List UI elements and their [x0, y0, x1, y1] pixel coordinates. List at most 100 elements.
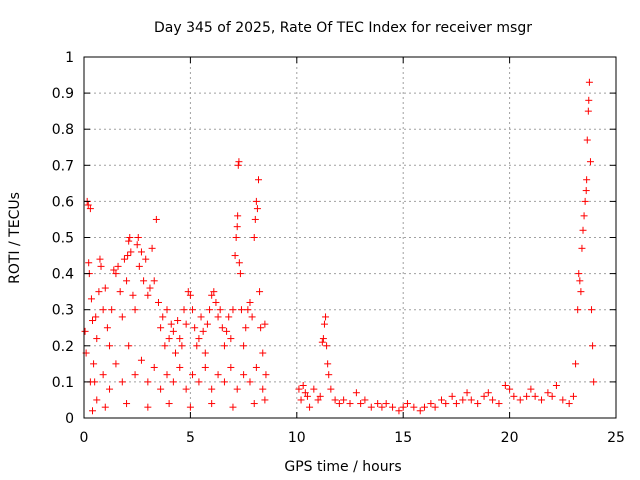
data-point: [523, 392, 531, 400]
data-point: [178, 342, 186, 350]
data-point: [261, 320, 269, 328]
data-point: [174, 317, 182, 325]
data-point: [314, 396, 322, 404]
data-point: [253, 205, 261, 213]
data-point: [133, 241, 141, 249]
y-axis-label: ROTI / TECUs: [7, 192, 23, 284]
data-point: [251, 215, 259, 223]
data-point: [297, 396, 305, 404]
data-point: [92, 313, 100, 321]
data-point: [123, 400, 131, 408]
data-point: [86, 205, 94, 213]
data-point: [357, 400, 365, 408]
data-point: [118, 378, 126, 386]
data-point: [90, 360, 98, 368]
data-point: [84, 201, 92, 209]
x-tick-label: 15: [394, 430, 412, 446]
data-point: [531, 392, 539, 400]
data-point: [544, 389, 552, 397]
data-point: [125, 237, 133, 245]
data-point: [93, 396, 101, 404]
data-point: [195, 335, 203, 343]
data-point: [438, 396, 446, 404]
data-point: [227, 335, 235, 343]
data-point: [233, 223, 241, 231]
data-point: [81, 327, 89, 335]
data-point: [127, 248, 135, 256]
data-point: [501, 382, 509, 390]
data-point: [325, 371, 333, 379]
data-point: [137, 248, 145, 256]
data-point: [112, 270, 120, 278]
data-point: [182, 385, 190, 393]
data-point: [576, 277, 584, 285]
data-point: [431, 403, 439, 411]
data-point: [257, 324, 265, 332]
data-point: [246, 378, 254, 386]
y-tick-label: 0.5: [52, 231, 74, 247]
data-point: [167, 320, 175, 328]
data-point: [182, 320, 190, 328]
data-point: [201, 349, 209, 357]
data-point: [246, 298, 254, 306]
data-point: [189, 371, 197, 379]
data-point: [552, 382, 560, 390]
data-point: [234, 212, 242, 220]
y-tick-label: 0.1: [52, 375, 74, 391]
data-point: [208, 385, 216, 393]
data-point: [157, 324, 165, 332]
data-point: [395, 407, 403, 415]
y-tick-label: 0.2: [52, 339, 74, 355]
data-point: [89, 317, 97, 325]
data-point: [201, 363, 209, 371]
data-point: [214, 313, 222, 321]
data-point: [229, 306, 237, 314]
data-point: [176, 363, 184, 371]
data-point: [184, 288, 192, 296]
data-point: [148, 244, 156, 252]
y-tick-label: 0.4: [52, 267, 74, 283]
data-point: [120, 255, 128, 263]
data-point: [97, 262, 105, 270]
data-point: [579, 226, 587, 234]
data-point: [169, 327, 177, 335]
data-point: [108, 306, 116, 314]
data-point: [244, 306, 252, 314]
data-point: [467, 396, 475, 404]
data-point: [208, 400, 216, 408]
chart-title: Day 345 of 2025, Rate Of TEC Index for r…: [154, 20, 532, 36]
data-point: [223, 327, 231, 335]
data-point: [254, 176, 262, 184]
data-point: [572, 360, 580, 368]
data-point: [163, 371, 171, 379]
data-point: [116, 288, 124, 296]
data-point: [154, 298, 162, 306]
data-point: [261, 396, 269, 404]
data-point: [165, 335, 173, 343]
data-point: [144, 291, 152, 299]
data-point: [448, 392, 456, 400]
data-point: [125, 342, 133, 350]
data-point: [101, 284, 109, 292]
x-tick-label: 5: [186, 430, 195, 446]
data-point: [134, 234, 142, 241]
y-tick-label: 0.3: [52, 303, 74, 319]
data-point: [378, 403, 386, 411]
data-point: [123, 277, 131, 285]
data-point: [301, 389, 309, 397]
data-point: [259, 349, 267, 357]
data-point: [340, 396, 348, 404]
axis-ticks: [83, 56, 617, 419]
data-point: [135, 262, 143, 270]
data-point: [186, 403, 194, 411]
data-point: [95, 288, 103, 296]
data-point: [581, 197, 589, 205]
data-point: [323, 342, 331, 350]
data-point: [403, 400, 411, 408]
data-point: [229, 403, 237, 411]
data-point: [322, 313, 330, 321]
data-point: [320, 320, 328, 328]
data-point: [233, 385, 241, 393]
data-point: [169, 378, 177, 386]
